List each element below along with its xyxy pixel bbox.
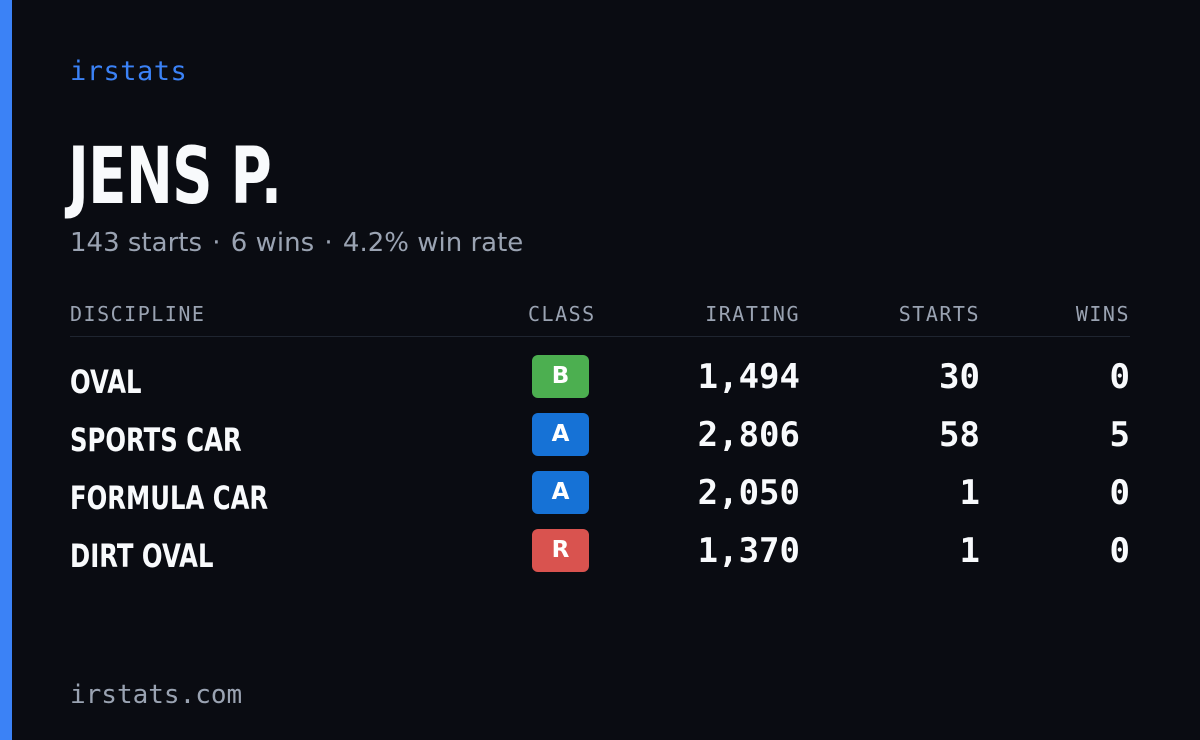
table-row: FORMULA CAR A 2,050 1 0 bbox=[70, 469, 1130, 527]
table-row: SPORTS CAR A 2,806 58 5 bbox=[70, 411, 1130, 469]
footer-url[interactable]: irstats.com bbox=[70, 680, 243, 710]
starts-value: 58 bbox=[939, 415, 980, 455]
header-irating: IRATING bbox=[705, 302, 800, 326]
summary-win-rate: 4.2% win rate bbox=[342, 228, 524, 258]
header-wins: WINS bbox=[1075, 302, 1130, 326]
starts-value: 30 bbox=[939, 357, 980, 397]
wins-value: 0 bbox=[1109, 473, 1130, 513]
class-badge: A bbox=[532, 413, 589, 456]
discipline-name: SPORTS CAR bbox=[70, 421, 242, 459]
accent-bar bbox=[0, 0, 12, 740]
table-header: DISCIPLINE CLASS IRATING STARTS WINS bbox=[70, 296, 1130, 337]
irating-value: 2,050 bbox=[697, 473, 800, 513]
irating-value: 2,806 bbox=[697, 415, 800, 455]
summary-separator: · bbox=[212, 228, 221, 258]
class-badge: B bbox=[532, 355, 589, 398]
brand-logo[interactable]: irstats bbox=[70, 56, 188, 87]
header-class: CLASS bbox=[528, 302, 596, 326]
summary-starts: 143 starts bbox=[70, 228, 202, 258]
starts-value: 1 bbox=[959, 473, 980, 513]
discipline-table: DISCIPLINE CLASS IRATING STARTS WINS OVA… bbox=[70, 296, 1130, 585]
table-row: OVAL B 1,494 30 0 bbox=[70, 353, 1130, 411]
discipline-name: DIRT OVAL bbox=[70, 537, 214, 575]
driver-summary: 143 starts · 6 wins · 4.2% win rate bbox=[70, 228, 523, 258]
irating-value: 1,370 bbox=[697, 531, 800, 571]
summary-wins: 6 wins bbox=[230, 228, 315, 258]
discipline-name: OVAL bbox=[70, 363, 142, 401]
irating-value: 1,494 bbox=[697, 357, 800, 397]
discipline-name: FORMULA CAR bbox=[70, 479, 269, 517]
wins-value: 5 bbox=[1109, 415, 1130, 455]
summary-separator: · bbox=[324, 228, 333, 258]
driver-name: JENS P. bbox=[68, 132, 282, 222]
class-badge: R bbox=[532, 529, 589, 572]
table-body: OVAL B 1,494 30 0 SPORTS CAR A 2,806 58 … bbox=[70, 337, 1130, 585]
table-row: DIRT OVAL R 1,370 1 0 bbox=[70, 527, 1130, 585]
header-starts: STARTS bbox=[898, 302, 980, 326]
wins-value: 0 bbox=[1109, 357, 1130, 397]
starts-value: 1 bbox=[959, 531, 980, 571]
header-discipline: DISCIPLINE bbox=[70, 302, 206, 326]
class-badge: A bbox=[532, 471, 589, 514]
wins-value: 0 bbox=[1109, 531, 1130, 571]
